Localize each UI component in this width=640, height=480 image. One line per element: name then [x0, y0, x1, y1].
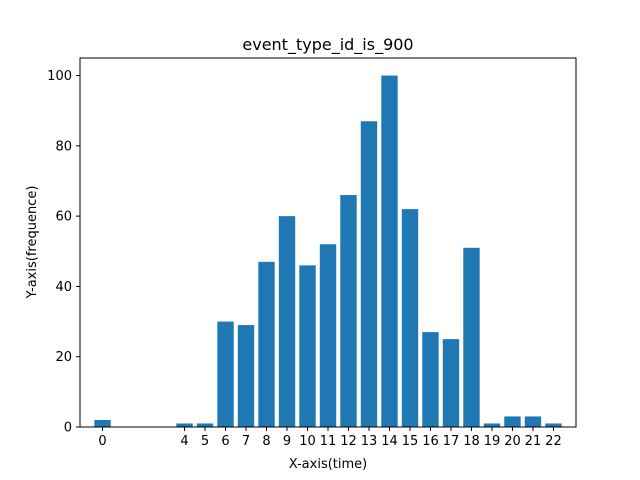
y-axis-label: Y-axis(frequence) — [25, 186, 40, 300]
y-tick-label: 20 — [55, 350, 72, 365]
x-axis-label: X-axis(time) — [289, 457, 368, 472]
x-tick-label: 6 — [221, 434, 229, 449]
bar-9 — [278, 216, 296, 427]
bar-20 — [504, 416, 521, 427]
bar-4 — [176, 423, 193, 427]
x-tick-label: 21 — [525, 434, 542, 449]
x-tick-label: 15 — [402, 434, 419, 449]
bar-12 — [340, 195, 357, 427]
x-tick-label: 12 — [340, 434, 357, 449]
bar-16 — [422, 332, 439, 427]
x-tick-label: 0 — [98, 434, 106, 449]
x-tick-label: 17 — [443, 434, 460, 449]
bar-19 — [483, 423, 501, 427]
x-tick-label: 10 — [299, 434, 316, 449]
y-tick-label: 60 — [55, 210, 72, 225]
bar-22 — [545, 423, 562, 427]
x-tick-label: 20 — [504, 434, 521, 449]
x-axis-ticks: 0 4 5 6 7 8 9 10 11 12 13 14 15 16 17 18 19 20 21 22 — [98, 427, 562, 449]
x-tick-label: 14 — [381, 434, 398, 449]
bar-6 — [217, 321, 234, 427]
x-tick-label: 16 — [422, 434, 439, 449]
y-tick-label: 0 — [64, 421, 72, 436]
y-axis-ticks: 0 20 40 60 80 100 — [47, 69, 80, 436]
bar-5 — [196, 423, 214, 427]
bars-group — [94, 75, 562, 428]
bar-21 — [524, 416, 542, 427]
x-tick-label: 8 — [262, 434, 270, 449]
bar-10 — [299, 265, 316, 427]
bar-15 — [401, 209, 419, 427]
x-tick-label: 18 — [463, 434, 480, 449]
y-tick-label: 40 — [55, 280, 72, 295]
x-tick-label: 9 — [283, 434, 291, 449]
bar-0 — [94, 419, 111, 427]
bar-8 — [258, 261, 275, 427]
x-tick-label: 5 — [201, 434, 209, 449]
x-tick-label: 7 — [242, 434, 250, 449]
bar-13 — [360, 121, 378, 427]
x-tick-label: 19 — [484, 434, 501, 449]
y-tick-label: 80 — [55, 139, 72, 154]
plot-area-frame — [79, 57, 577, 428]
bar-17 — [442, 339, 460, 427]
x-tick-label: 13 — [361, 434, 378, 449]
chart-title: event_type_id_is_900 — [242, 35, 413, 55]
bar-18 — [463, 247, 480, 427]
bar-7 — [237, 325, 255, 427]
y-tick-label: 100 — [47, 69, 72, 84]
x-tick-label: 11 — [320, 434, 337, 449]
bar-11 — [319, 244, 337, 427]
bar-14 — [381, 75, 398, 428]
x-tick-label: 4 — [180, 434, 188, 449]
x-tick-label: 22 — [545, 434, 562, 449]
